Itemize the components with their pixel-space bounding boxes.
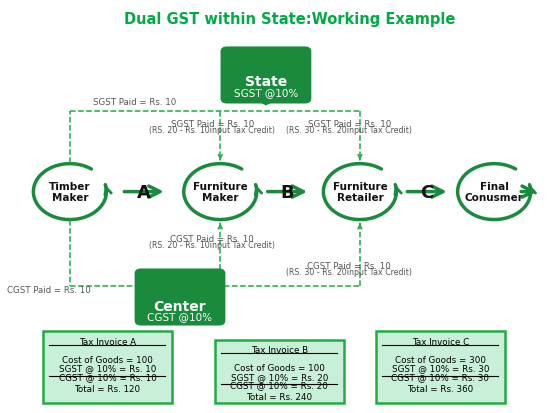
- Text: Total = Rs. 120: Total = Rs. 120: [74, 384, 141, 393]
- Text: CGST Paid = Rs. 10: CGST Paid = Rs. 10: [307, 261, 391, 270]
- FancyBboxPatch shape: [376, 332, 505, 404]
- Text: CGST @10%: CGST @10%: [147, 311, 212, 321]
- Text: Total = Rs. 240: Total = Rs. 240: [246, 392, 312, 401]
- Text: (RS. 20 - Rs. 10input Tax Credit): (RS. 20 - Rs. 10input Tax Credit): [150, 241, 275, 249]
- Text: B: B: [281, 183, 294, 201]
- Text: Furniture
Retailer: Furniture Retailer: [333, 181, 388, 203]
- Text: CGST @ 10% = Rs. 30: CGST @ 10% = Rs. 30: [391, 372, 489, 381]
- FancyBboxPatch shape: [134, 269, 225, 326]
- Polygon shape: [249, 96, 283, 105]
- Text: SGST @ 10% = Rs. 30: SGST @ 10% = Rs. 30: [391, 363, 489, 373]
- Text: Tax Invoice A: Tax Invoice A: [79, 337, 136, 346]
- Text: (RS. 20 - Rs. 10input Tax Credit): (RS. 20 - Rs. 10input Tax Credit): [150, 126, 275, 135]
- Text: State: State: [245, 75, 287, 89]
- Text: SGST @ 10% = Rs. 20: SGST @ 10% = Rs. 20: [231, 372, 328, 381]
- Polygon shape: [162, 291, 198, 301]
- Text: SGST @10%: SGST @10%: [234, 88, 298, 97]
- Text: CGST @ 10% = Rs. 10: CGST @ 10% = Rs. 10: [59, 372, 156, 381]
- Text: Furniture
Maker: Furniture Maker: [193, 181, 248, 203]
- Text: SGST Paid = Rs. 10: SGST Paid = Rs. 10: [171, 120, 254, 128]
- Text: Dual GST within State:Working Example: Dual GST within State:Working Example: [124, 12, 456, 26]
- Text: CGST Paid = Rs. 10: CGST Paid = Rs. 10: [7, 285, 90, 294]
- Text: CGST @ 10% = Rs. 20: CGST @ 10% = Rs. 20: [230, 380, 328, 389]
- Text: Cost of Goods = 300: Cost of Goods = 300: [395, 356, 486, 364]
- Text: (RS. 30 - Rs. 20input Tax Credit): (RS. 30 - Rs. 20input Tax Credit): [286, 126, 412, 135]
- Text: C: C: [421, 183, 433, 201]
- Text: SGST Paid = Rs. 10: SGST Paid = Rs. 10: [307, 120, 391, 128]
- Text: Final
Conusmer: Final Conusmer: [465, 181, 524, 203]
- Text: Tax Invoice B: Tax Invoice B: [251, 345, 308, 354]
- Text: Timber
Maker: Timber Maker: [49, 181, 91, 203]
- Text: A: A: [137, 183, 151, 201]
- FancyBboxPatch shape: [43, 332, 172, 404]
- FancyBboxPatch shape: [221, 47, 311, 104]
- Text: CGST Paid = Rs. 10: CGST Paid = Rs. 10: [170, 235, 254, 243]
- Text: (RS. 30 - Rs. 20input Tax Credit): (RS. 30 - Rs. 20input Tax Credit): [286, 267, 412, 276]
- Text: Cost of Goods = 100: Cost of Goods = 100: [234, 363, 325, 373]
- Text: Cost of Goods = 100: Cost of Goods = 100: [62, 356, 153, 364]
- Text: SGST @ 10% = Rs. 10: SGST @ 10% = Rs. 10: [59, 363, 156, 373]
- Text: Total = Rs. 360: Total = Rs. 360: [407, 384, 474, 393]
- Text: SGST Paid = Rs. 10: SGST Paid = Rs. 10: [93, 98, 176, 107]
- Text: Center: Center: [153, 299, 206, 313]
- FancyBboxPatch shape: [215, 340, 344, 404]
- Text: Tax Invoice C: Tax Invoice C: [412, 337, 469, 346]
